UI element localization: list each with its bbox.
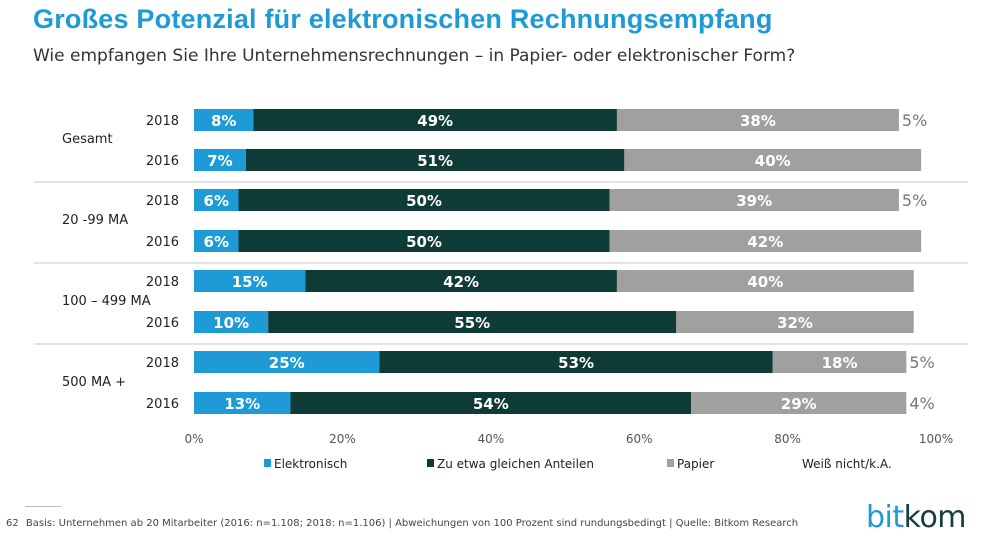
legend-item: Papier [677,457,714,471]
year-label: 2016 [146,316,179,331]
bar-segment [379,351,773,373]
bar-segment [194,109,254,131]
bar-data-label: 55% [454,314,490,332]
legend-item: Elektronisch [274,457,347,471]
bar-segment [609,189,899,211]
legend-swatch [667,459,674,467]
page-title: Großes Potenzial für elektronischen Rech… [33,4,773,34]
bar-data-label: 29% [781,395,817,413]
bar-data-label: 53% [558,354,594,372]
x-tick-label: 100% [919,432,953,446]
bar-data-label: 49% [417,112,453,130]
page-subtitle: Wie empfangen Sie Ihre Unternehmensrechn… [33,46,796,66]
bar-data-label: 8% [211,112,236,130]
legend-item: Weiß nicht/k.A. [802,457,892,471]
bar-segment [609,230,922,252]
bar-segment [194,230,239,252]
group-label: 100 – 499 MA [62,294,151,309]
dk-data-label: 4% [909,394,934,413]
bar-segment [624,149,922,171]
logo-part-bit: bit [866,500,904,535]
year-label: 2018 [146,114,179,129]
bar-data-label: 51% [417,152,453,170]
bar-segment [194,311,269,333]
year-label: 2016 [146,235,179,250]
bar-segment [194,392,291,414]
bar-data-label: 50% [406,192,442,210]
bar-data-label: 18% [822,354,858,372]
page-number: 62 [6,518,19,529]
x-tick-label: 80% [774,432,801,446]
bar-segment [238,230,610,252]
x-tick-label: 60% [626,432,653,446]
x-tick-label: 40% [477,432,504,446]
bar-segment [616,109,899,131]
bar-segment [194,270,306,292]
bar-data-label: 13% [224,395,260,413]
year-label: 2018 [146,356,179,371]
bar-segment [194,189,239,211]
year-label: 2016 [146,397,179,412]
bar-data-label: 40% [755,152,791,170]
bar-segment [194,351,380,373]
footer: 62 Basis: Unternehmen ab 20 Mitarbeiter … [6,518,798,529]
bar-segment [290,392,692,414]
bar-segment [238,189,610,211]
bar-data-label: 38% [740,112,776,130]
bar-segment [772,351,907,373]
bar-data-label: 6% [204,192,229,210]
group-label: Gesamt [62,132,113,147]
bar-segment [676,311,914,333]
bar-data-label: 15% [232,273,268,291]
dk-data-label: 5% [909,353,934,372]
bar-segment [245,149,625,171]
legend-swatch [427,459,434,467]
year-label: 2016 [146,154,179,169]
bar-data-label: 54% [473,395,509,413]
x-tick-label: 20% [329,432,356,446]
bar-data-label: 6% [204,233,229,251]
year-label: 2018 [146,194,179,209]
bar-segment [253,109,617,131]
dk-data-label: 5% [902,111,927,130]
group-label: 500 MA + [62,375,126,390]
bar-data-label: 32% [777,314,813,332]
footer-note: Basis: Unternehmen ab 20 Mitarbeiter (20… [25,518,799,529]
group-label: 20 -99 MA [62,213,128,228]
bar-data-label: 42% [747,233,783,251]
bar-segment [305,270,617,292]
bar-data-label: 39% [736,192,772,210]
bar-data-label: 25% [269,354,305,372]
bar-data-label: 40% [747,273,783,291]
bar-data-label: 10% [213,314,249,332]
footer-divider [25,506,61,507]
dk-data-label: 5% [902,191,927,210]
bar-data-label: 42% [443,273,479,291]
legend-swatch [264,459,271,467]
bar-segment [194,149,246,171]
bar-segment [691,392,907,414]
x-tick-label: 0% [184,432,203,446]
legend-item: Zu etwa gleichen Anteilen [437,457,594,471]
bar-data-label: 50% [406,233,442,251]
bitkom-logo: bitkom [866,500,967,535]
year-label: 2018 [146,275,179,290]
bar-segment [268,311,677,333]
bar-data-label: 7% [207,152,232,170]
logo-part-kom: kom [903,500,967,535]
bar-segment [616,270,914,292]
